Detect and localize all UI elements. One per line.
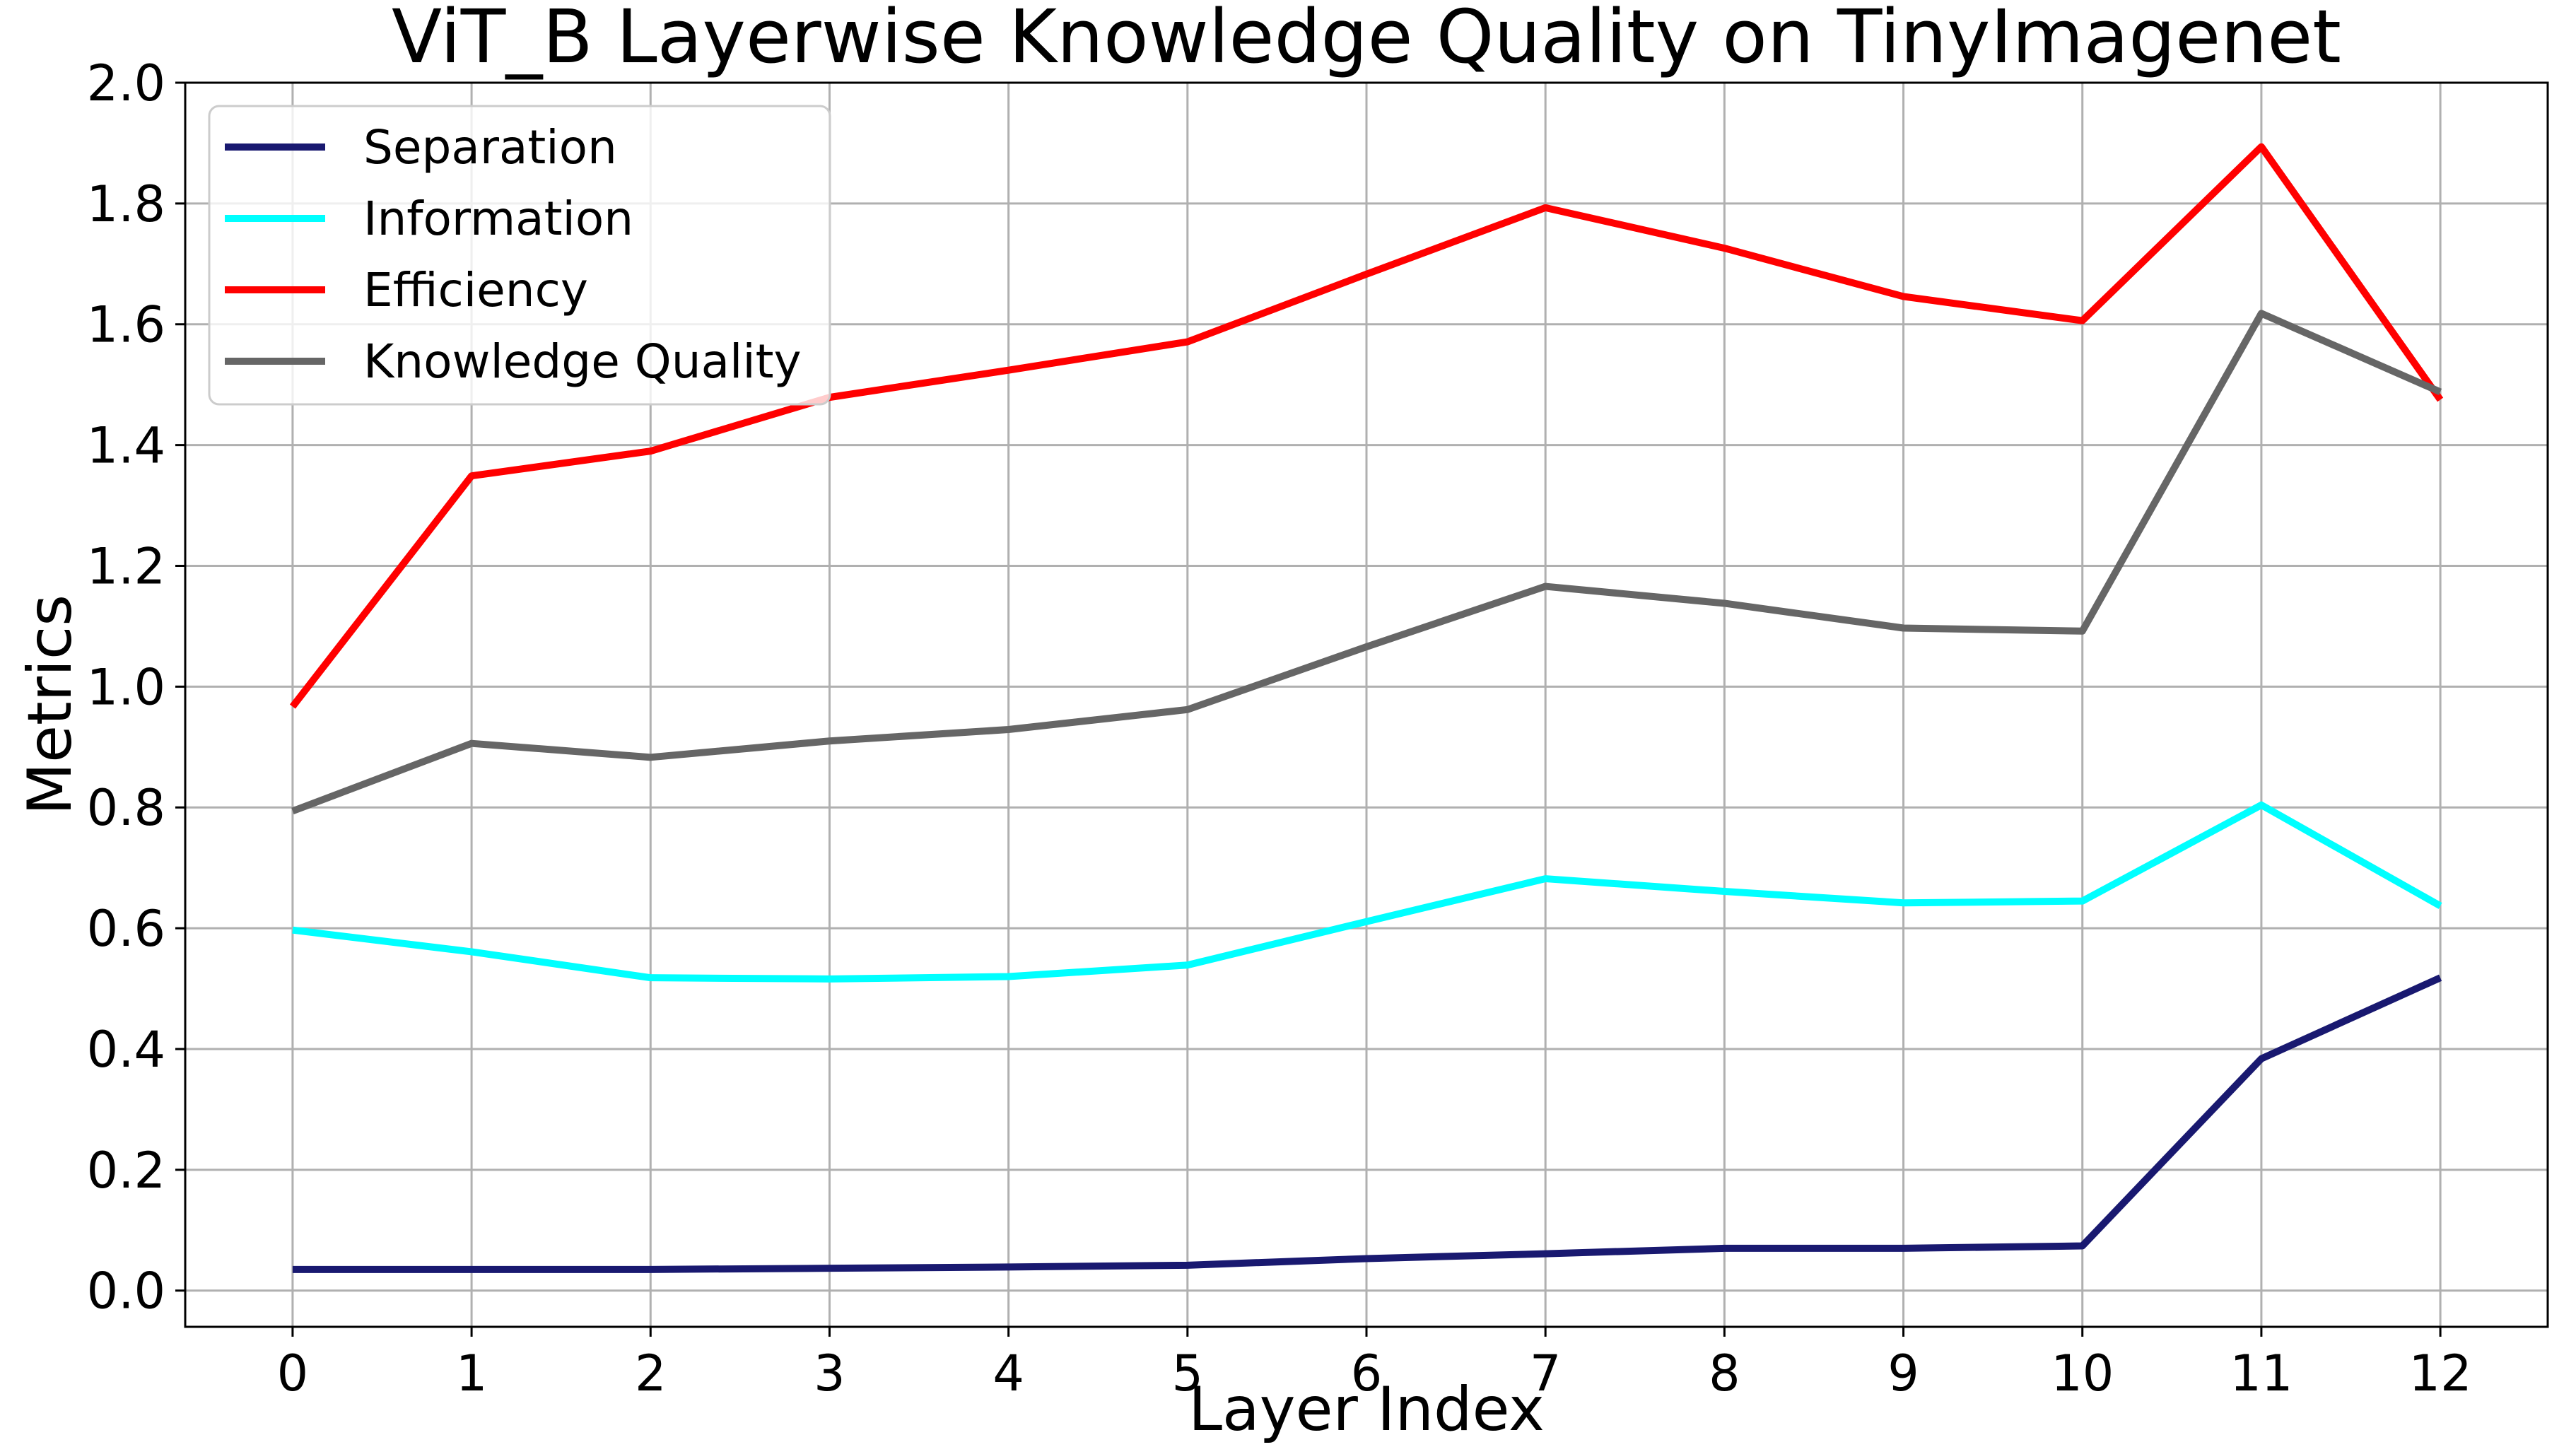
x-tick-label: 11 [2230,1345,2293,1402]
legend: Separation Information Efficiency Knowledge… [208,105,831,406]
y-tick-label: 0.8 [87,779,165,837]
y-axis-label: Metrics [15,594,86,815]
x-tick-label: 8 [1709,1345,1740,1402]
x-tick-label: 1 [456,1345,488,1402]
x-tick-label: 12 [2409,1345,2472,1402]
x-tick-label: 10 [2051,1345,2114,1402]
series-line-efficiency [289,143,2444,709]
legend-label-efficiency: Efficiency [363,263,588,317]
x-tick-label: 4 [993,1345,1024,1402]
x-tick-label: 3 [814,1345,845,1402]
legend-label-separation: Separation [363,120,617,175]
series-line-separation [292,974,2442,1273]
x-tick-label: 7 [1530,1345,1562,1402]
x-tick-label: 9 [1887,1345,1919,1402]
series-line-knowledge-quality [291,310,2442,815]
y-tick-label: 1.0 [87,658,165,716]
series-line-information [292,801,2442,983]
y-tick-label: 1.8 [87,175,165,233]
y-tick-label: 0.0 [87,1263,165,1320]
x-tick-label: 5 [1172,1345,1204,1402]
y-tick-label: 1.4 [87,417,165,475]
y-tick-label: 1.6 [87,296,165,354]
x-tick-label: 6 [1351,1345,1383,1402]
legend-label-knowledge-quality: Knowledge Quality [363,334,802,389]
y-tick-label: 0.6 [87,900,165,958]
x-tick-label: 0 [277,1345,309,1402]
y-tick-label: 0.4 [87,1021,165,1079]
y-tick-label: 2.0 [87,54,165,112]
x-tick-label: 2 [635,1345,667,1402]
legend-label-information: Information [363,192,633,246]
y-tick-label: 0.2 [87,1142,165,1200]
legend-box [208,105,831,406]
x-axis-label: Layer Index [1188,1374,1545,1444]
y-tick-label: 1.2 [87,537,165,595]
chart-title: ViT_B Layerwise Knowledge Quality on Tin… [392,0,2341,80]
